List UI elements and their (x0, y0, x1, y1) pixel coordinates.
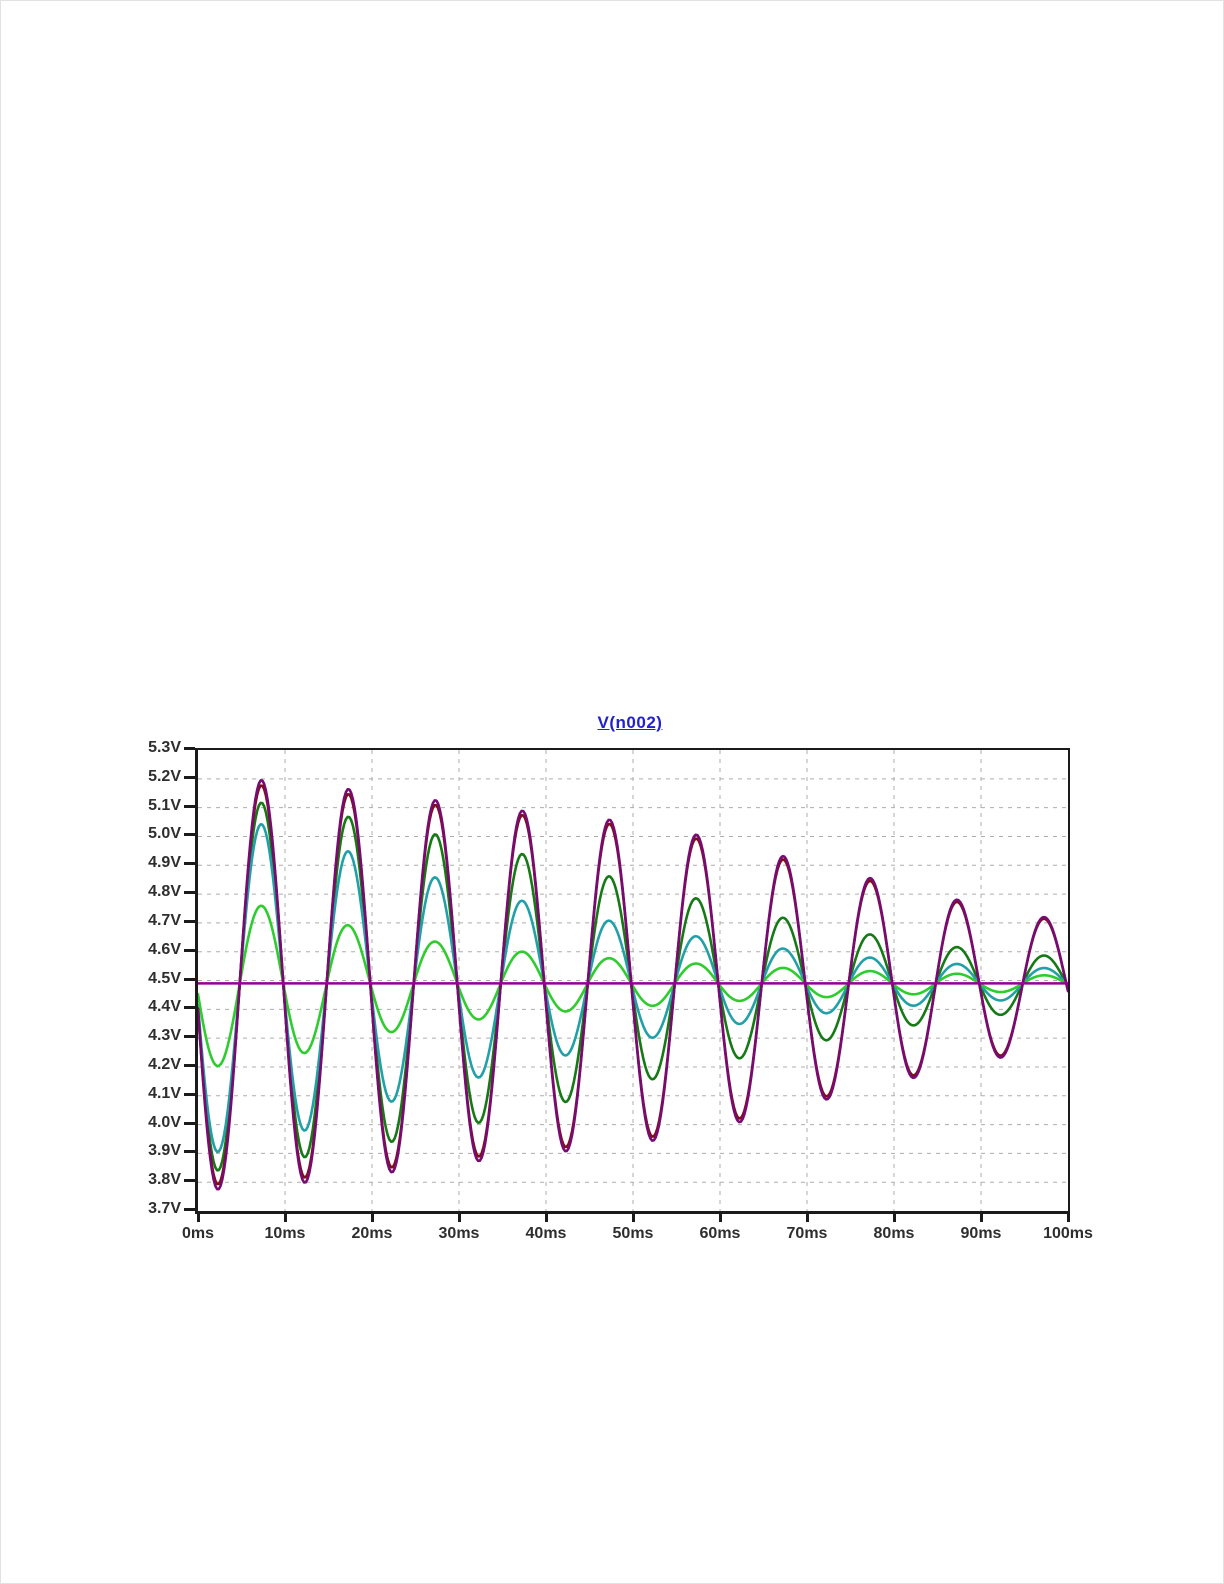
x-tick-label: 10ms (264, 1225, 306, 1242)
y-tick (184, 919, 195, 923)
x-tick-label: 60ms (699, 1225, 741, 1242)
x-tick-label: 90ms (960, 1225, 1002, 1242)
x-tick (458, 1212, 461, 1222)
x-tick-label: 80ms (873, 1225, 915, 1242)
waveform-plot-area[interactable] (198, 750, 1068, 1211)
y-tick (184, 1035, 195, 1039)
y-tick (184, 833, 195, 837)
y-tick-label: 5.3V (148, 739, 181, 756)
y-tick (184, 862, 195, 866)
y-tick (184, 775, 195, 779)
y-tick-label: 4.6V (148, 940, 181, 958)
y-tick (184, 1121, 195, 1125)
x-tick (806, 1212, 809, 1222)
x-tick-label: 20ms (351, 1225, 393, 1242)
plot-frame (195, 748, 1070, 1214)
x-tick (197, 1212, 200, 1222)
y-tick (184, 1092, 195, 1096)
y-tick (184, 977, 195, 981)
x-tick-label: 30ms (438, 1225, 480, 1242)
x-tick (545, 1212, 548, 1222)
y-tick (184, 1063, 195, 1067)
y-tick-label: 4.1V (148, 1084, 181, 1102)
y-tick-label: 4.7V (148, 911, 181, 929)
y-tick-label: 4.2V (148, 1055, 181, 1073)
y-tick-label: 4.0V (148, 1113, 181, 1131)
y-tick-label: 3.8V (148, 1171, 181, 1189)
y-tick-label: 5.1V (148, 796, 181, 814)
y-tick (184, 747, 195, 750)
y-tick (184, 1150, 195, 1154)
y-tick (184, 1208, 195, 1211)
y-tick-label: 3.7V (148, 1200, 181, 1217)
x-tick (980, 1212, 983, 1222)
y-tick (184, 948, 195, 952)
y-tick (184, 891, 195, 895)
y-tick-label: 4.9V (148, 854, 181, 872)
y-tick-label: 3.9V (148, 1142, 181, 1160)
x-tick (284, 1212, 287, 1222)
x-tick-label: 0ms (181, 1225, 215, 1242)
y-tick-label: 4.8V (148, 883, 181, 901)
x-tick-label: 100ms (1043, 1225, 1093, 1242)
x-tick (1067, 1212, 1070, 1222)
trace-purple (198, 779, 1068, 1191)
y-tick-label: 4.4V (148, 998, 181, 1016)
y-tick (184, 1179, 195, 1183)
y-tick-label: 4.3V (148, 1027, 181, 1045)
x-tick (719, 1212, 722, 1222)
trace-lime-green (198, 904, 1068, 1068)
x-tick-label: 40ms (525, 1225, 567, 1242)
x-tick-label: 50ms (612, 1225, 654, 1242)
x-tick (893, 1212, 896, 1222)
y-tick (184, 1006, 195, 1010)
y-tick-label: 4.5V (148, 969, 181, 987)
x-tick (371, 1212, 374, 1222)
y-tick-label: 5.0V (148, 825, 181, 843)
chart-title: V(n002) (597, 713, 663, 732)
y-tick-label: 5.2V (148, 767, 181, 785)
y-tick (184, 804, 195, 808)
x-tick-label: 70ms (786, 1225, 828, 1242)
x-tick (632, 1212, 635, 1222)
